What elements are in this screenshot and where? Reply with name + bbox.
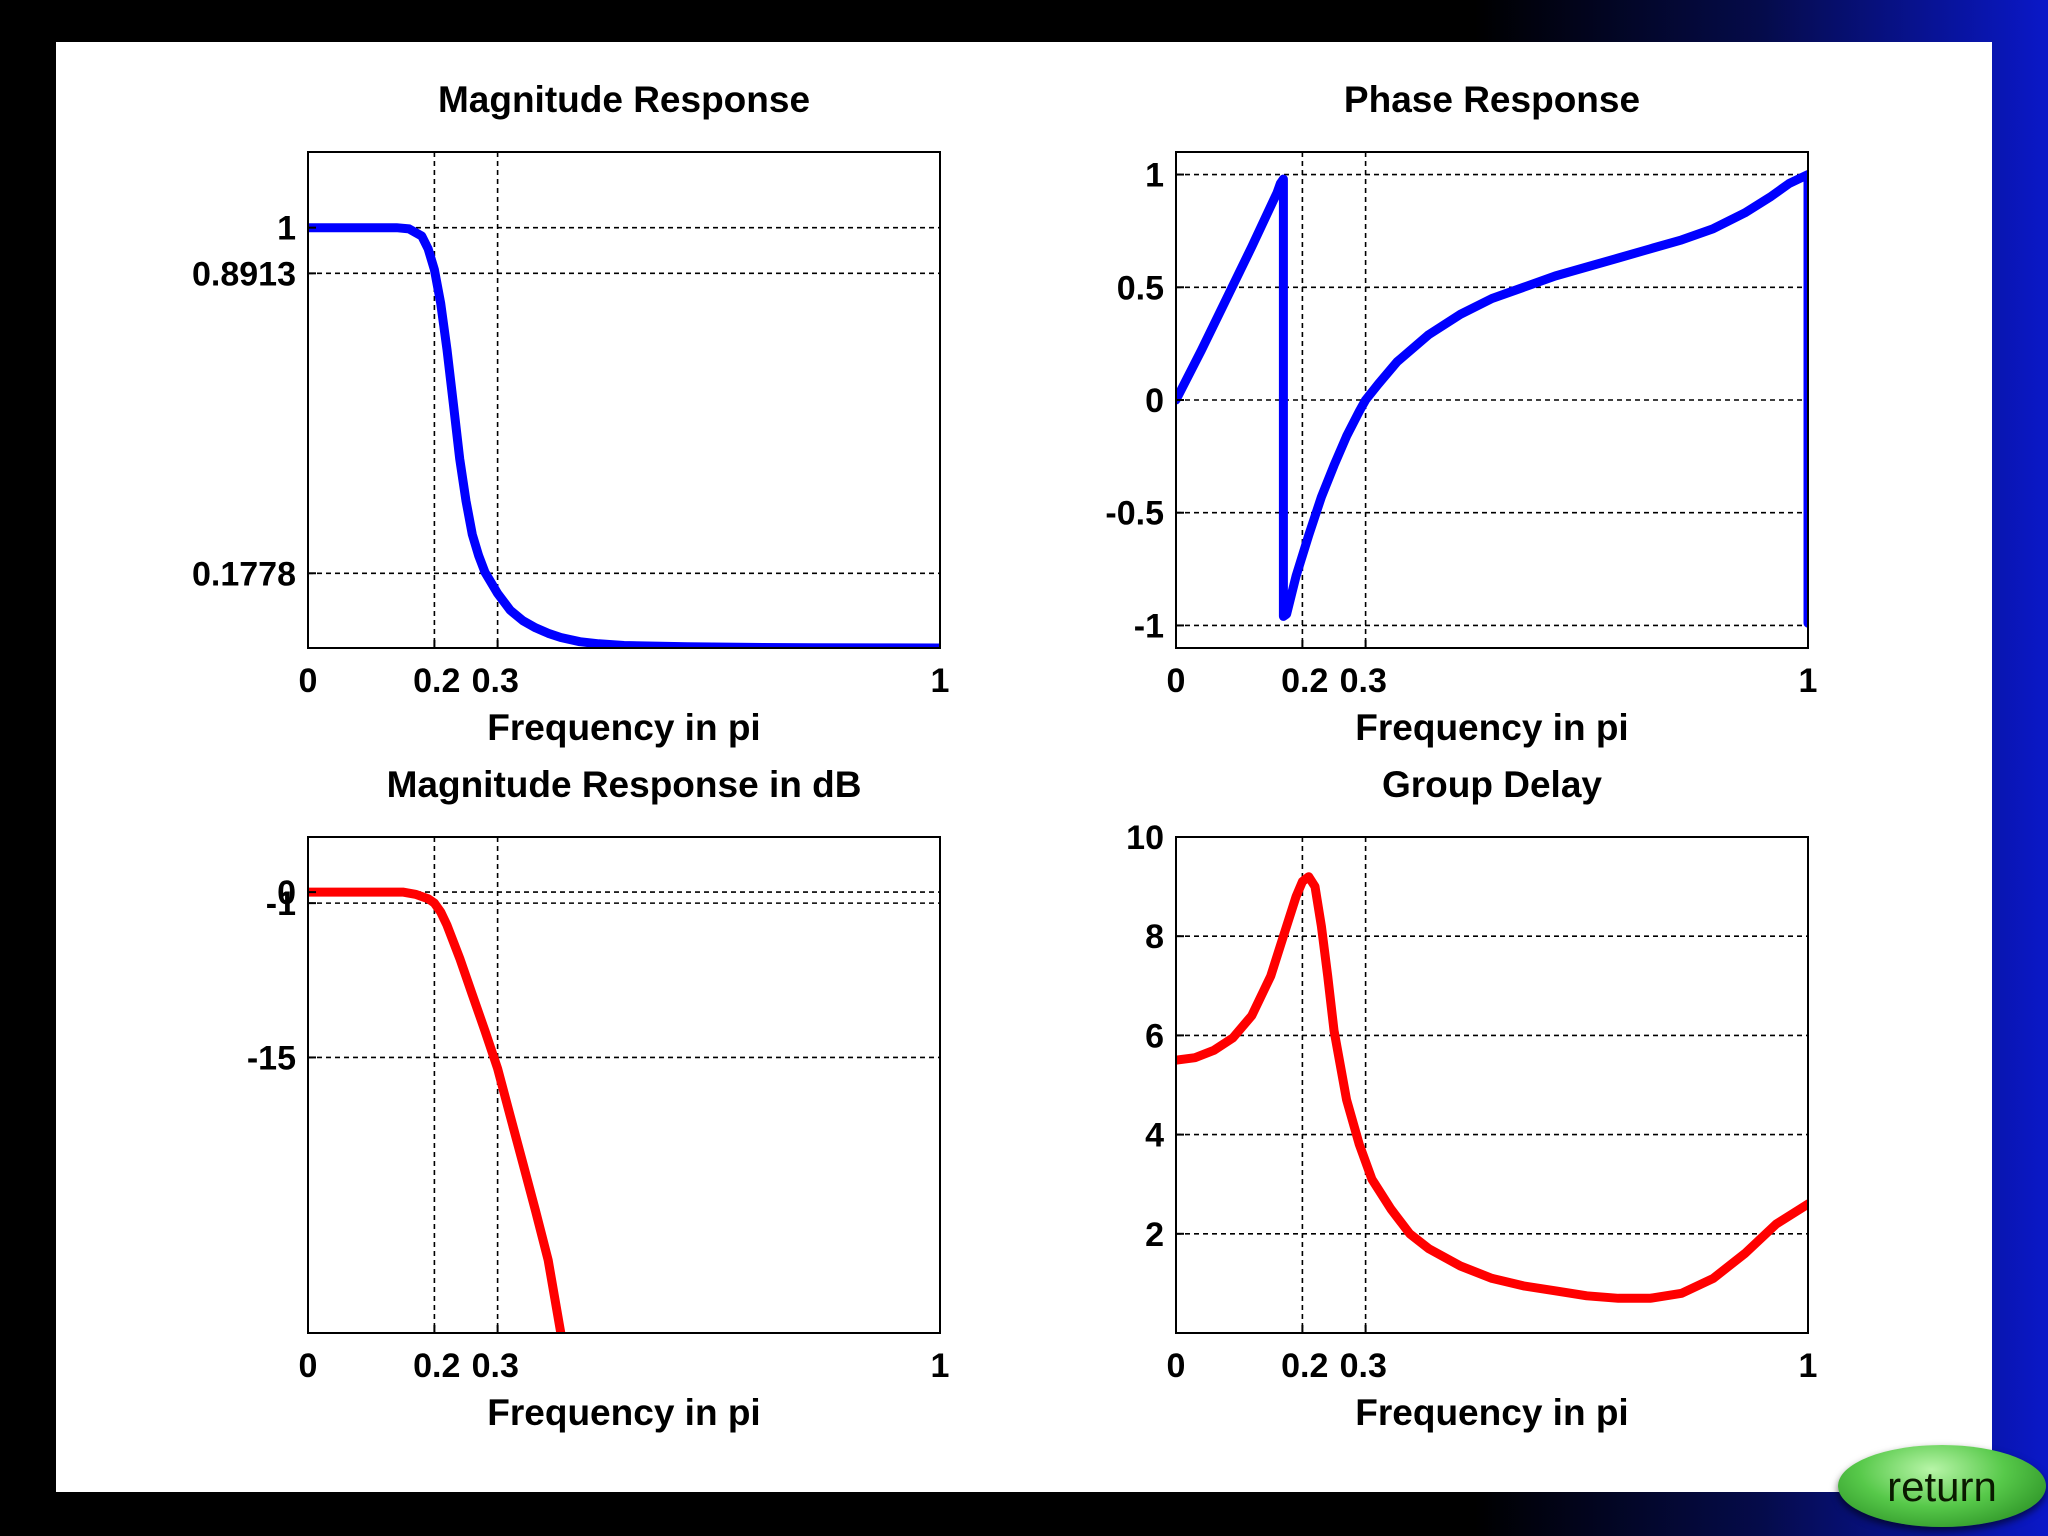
y-tick-label: -15 (247, 1039, 296, 1077)
axes-box (307, 151, 941, 649)
x-axis-label: Frequency in pi (1355, 1392, 1628, 1433)
x-tick-label: 0 (299, 662, 318, 700)
slide: 0 0.2 0.3 1 0.1778 0.8913 1 Magnitude Response F… (56, 42, 1992, 1492)
x-tick-label: 0.2 (1281, 662, 1328, 700)
x-tick-label: 0 (299, 1347, 318, 1385)
y-tick-label: 1 (277, 210, 296, 248)
y-tick-label: 1 (1145, 157, 1164, 195)
x-axis-label: Frequency in pi (487, 707, 760, 748)
x-tick-label: 0 (1167, 1347, 1186, 1385)
x-tick-label: 0.3 (472, 1347, 519, 1385)
x-tick-label: 1 (1799, 1347, 1818, 1385)
y-tick-label: 6 (1145, 1017, 1164, 1055)
y-tick-label: -1 (266, 885, 296, 923)
chart-group-delay: 0 0.2 0.3 1 2 4 6 8 10 Group Delay Frequency in pi (1126, 764, 1817, 1433)
x-tick-label: 0 (1167, 662, 1186, 700)
x-tick-label: 1 (931, 1347, 950, 1385)
return-button-label: return (1887, 1463, 1997, 1510)
chart-title: Magnitude Response (438, 79, 810, 120)
series-line (1176, 170, 1808, 628)
series-line (1176, 872, 1808, 1303)
axes-box (1175, 836, 1809, 1334)
y-tick-label: 10 (1126, 819, 1164, 857)
y-tick-label: -0.5 (1105, 495, 1164, 533)
x-tick-label: 0.2 (1281, 1347, 1328, 1385)
x-tick-label: 0.3 (472, 662, 519, 700)
y-tick-label: 8 (1145, 918, 1164, 956)
y-tick-label: -1 (1134, 607, 1164, 645)
chart-title: Group Delay (1382, 764, 1602, 805)
y-tick-label: 0 (277, 874, 296, 912)
axes-box (307, 836, 941, 1334)
y-tick-label: 0.1778 (192, 555, 296, 593)
series-line (308, 887, 566, 1333)
chart-magnitude: 0 0.2 0.3 1 0.1778 0.8913 1 Magnitude Response F… (192, 79, 949, 748)
x-tick-label: 0.2 (413, 1347, 460, 1385)
chart-phase: 0 0.2 0.3 1 -1 -0.5 0 0.5 1 Phase Response Frequen… (1105, 79, 1817, 748)
y-tick-label: 0.5 (1117, 269, 1164, 307)
y-tick-label: 2 (1145, 1216, 1164, 1254)
y-tick-label: 4 (1145, 1117, 1164, 1155)
series-line (308, 223, 940, 648)
chart-title: Phase Response (1344, 79, 1640, 120)
x-tick-label: 0.2 (413, 662, 460, 700)
return-button[interactable]: return (1838, 1445, 2046, 1527)
figure: 0 0.2 0.3 1 0.1778 0.8913 1 Magnitude Response F… (192, 79, 1817, 1433)
chart-title: Magnitude Response in dB (387, 764, 862, 805)
x-tick-label: 1 (1799, 662, 1818, 700)
y-tick-label: 0.8913 (192, 255, 296, 293)
x-tick-label: 0.3 (1340, 1347, 1387, 1385)
x-tick-label: 0.3 (1340, 662, 1387, 700)
y-tick-label: 0 (1145, 382, 1164, 420)
x-axis-label: Frequency in pi (487, 1392, 760, 1433)
x-tick-label: 1 (931, 662, 950, 700)
x-axis-label: Frequency in pi (1355, 707, 1628, 748)
